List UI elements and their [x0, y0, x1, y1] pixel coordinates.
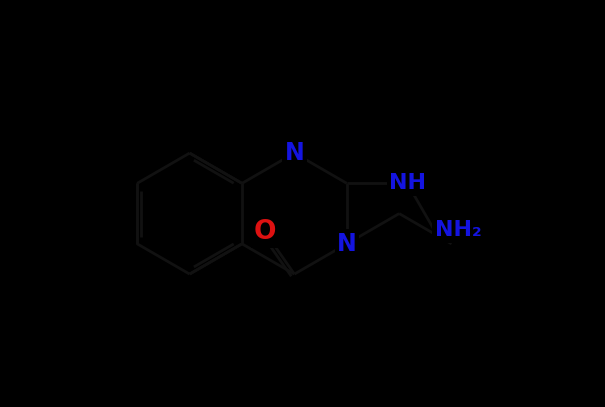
Text: N: N — [337, 232, 357, 256]
Text: N: N — [284, 141, 304, 165]
Text: NH: NH — [389, 173, 426, 193]
Text: NH₂: NH₂ — [434, 221, 481, 241]
Text: O: O — [253, 219, 276, 245]
